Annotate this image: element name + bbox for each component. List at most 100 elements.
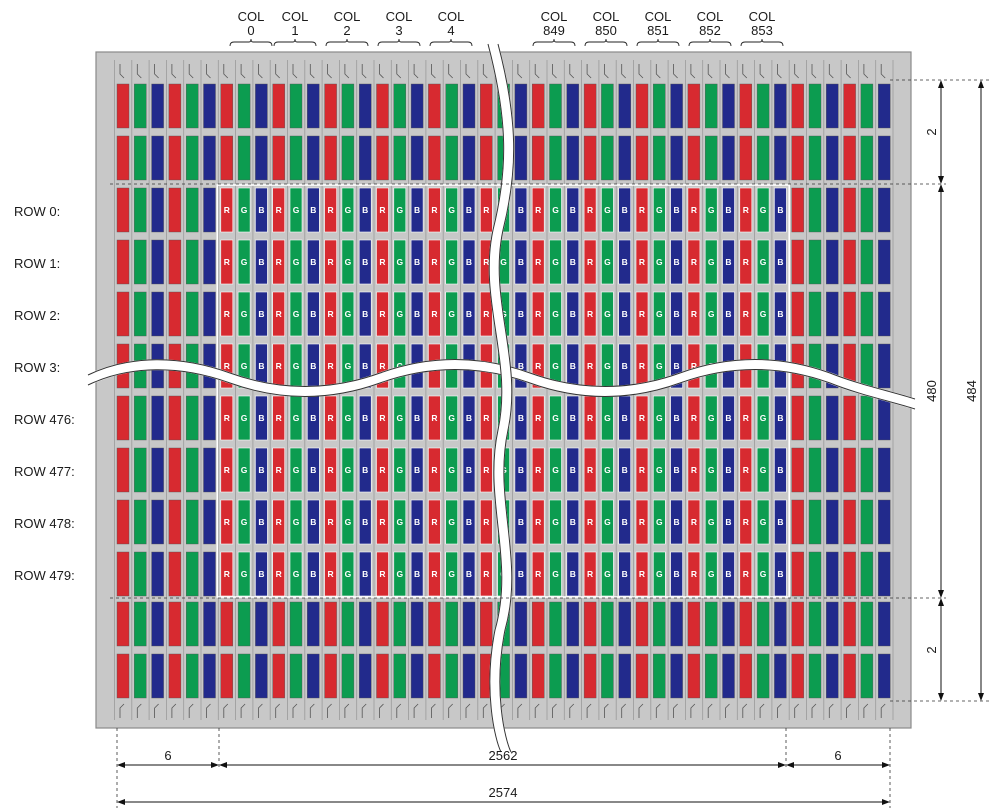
- active-subpixel: [687, 291, 701, 337]
- dummy-subpixel: [134, 187, 147, 233]
- active-subpixel: [549, 499, 562, 545]
- dummy-subpixel: [445, 653, 458, 699]
- subpixel-letter: B: [466, 205, 472, 215]
- subpixel-letter: G: [345, 465, 352, 475]
- dummy-subpixel: [860, 653, 874, 699]
- dummy-subpixel: [514, 83, 528, 129]
- active-subpixel: [652, 395, 666, 441]
- subpixel-letter: G: [241, 465, 248, 475]
- active-subpixel: [289, 447, 303, 493]
- active-subpixel: [739, 395, 753, 441]
- dummy-subpixel: [601, 135, 614, 181]
- dummy-subpixel: [341, 653, 355, 699]
- subpixel-letter: R: [587, 517, 593, 527]
- col-header-number: 852: [699, 23, 721, 38]
- active-subpixel: [479, 291, 493, 337]
- subpixel-letter: B: [570, 413, 576, 423]
- active-subpixel: [722, 499, 735, 545]
- active-subpixel: [393, 187, 407, 233]
- active-subpixel: [756, 395, 770, 441]
- dummy-subpixel: [255, 601, 268, 647]
- subpixel-letter: B: [570, 361, 576, 371]
- dummy-subpixel: [168, 83, 182, 129]
- active-subpixel: [376, 395, 389, 441]
- dummy-subpixel: [791, 499, 804, 545]
- active-subpixel: [756, 447, 770, 493]
- subpixel-letter: R: [276, 205, 282, 215]
- subpixel-letter: R: [639, 517, 645, 527]
- active-subpixel: [601, 447, 614, 493]
- subpixel-letter: R: [691, 257, 697, 267]
- dummy-subpixel: [826, 499, 839, 545]
- dummy-subpixel: [134, 135, 147, 181]
- subpixel-letter: B: [466, 569, 472, 579]
- subpixel-letter: G: [396, 205, 403, 215]
- dummy-subpixel: [878, 499, 891, 545]
- subpixel-letter: R: [328, 205, 334, 215]
- subpixel-letter: B: [570, 309, 576, 319]
- connector-top: [448, 64, 453, 79]
- subpixel-letter: B: [622, 257, 628, 267]
- connector-bottom: [569, 703, 575, 718]
- subpixel-letter: G: [760, 257, 767, 267]
- connector-top: [154, 64, 159, 79]
- subpixel-letter: G: [656, 309, 663, 319]
- dummy-subpixel: [808, 653, 822, 699]
- dummy-subpixel: [428, 135, 441, 181]
- connector-top: [136, 64, 142, 79]
- vertical-break-edge-right: [497, 43, 515, 753]
- active-subpixel: [220, 291, 234, 337]
- active-subpixel: [618, 499, 632, 545]
- connector-bottom: [673, 703, 678, 718]
- subpixel-letter: G: [708, 309, 715, 319]
- subpixel-letter: B: [674, 257, 680, 267]
- dummy-subpixel: [808, 291, 822, 337]
- active-subpixel: [358, 239, 372, 285]
- dummy-subpixel: [532, 653, 545, 699]
- subpixel-letter: R: [639, 465, 645, 475]
- connector-top: [119, 64, 125, 79]
- dummy-subpixel: [480, 135, 493, 181]
- dummy-subpixel: [185, 239, 199, 285]
- subpixel-letter: B: [725, 517, 731, 527]
- active-subpixel: [255, 239, 268, 285]
- connector-bottom: [292, 703, 298, 718]
- subpixel-letter: B: [570, 257, 576, 267]
- dummy-subpixel: [532, 601, 545, 647]
- dim-bottom-dummy: 2: [924, 598, 944, 701]
- connector-top: [707, 64, 713, 79]
- dummy-subpixel: [791, 601, 804, 647]
- active-subpixel: [670, 499, 683, 545]
- break-lines: [85, 42, 917, 755]
- dim-top-dummy: 2: [924, 80, 944, 184]
- subpixel-letter: G: [552, 465, 559, 475]
- dummy-subpixel: [220, 135, 234, 181]
- dim-active-height: 480: [924, 184, 944, 598]
- subpixel-letter: R: [691, 205, 697, 215]
- active-subpixel: [704, 395, 718, 441]
- active-subpixel: [774, 395, 787, 441]
- active-subpixel: [566, 551, 580, 597]
- dummy-subpixel: [722, 601, 735, 647]
- subpixel-letter: R: [276, 413, 282, 423]
- subpixel-letter: R: [535, 205, 541, 215]
- subpixel-letter: R: [379, 205, 385, 215]
- subpixel-letter: R: [691, 413, 697, 423]
- dummy-subpixel: [410, 83, 424, 129]
- dummy-subpixel: [791, 447, 804, 493]
- active-subpixel: [687, 239, 701, 285]
- active-subpixel: [635, 291, 649, 337]
- active-subpixel: [272, 551, 286, 597]
- subpixel-letter: G: [500, 309, 507, 319]
- subpixel-letter: B: [674, 205, 680, 215]
- col-header-number: 2: [343, 23, 350, 38]
- col-header-label: COL: [282, 9, 309, 24]
- dummy-subpixel: [601, 83, 614, 129]
- subpixel-letter: R: [639, 361, 645, 371]
- subpixel-letter: B: [777, 569, 783, 579]
- subpixel-letter: G: [656, 569, 663, 579]
- dummy-subpixel: [410, 135, 424, 181]
- dummy-subpixel: [826, 395, 839, 441]
